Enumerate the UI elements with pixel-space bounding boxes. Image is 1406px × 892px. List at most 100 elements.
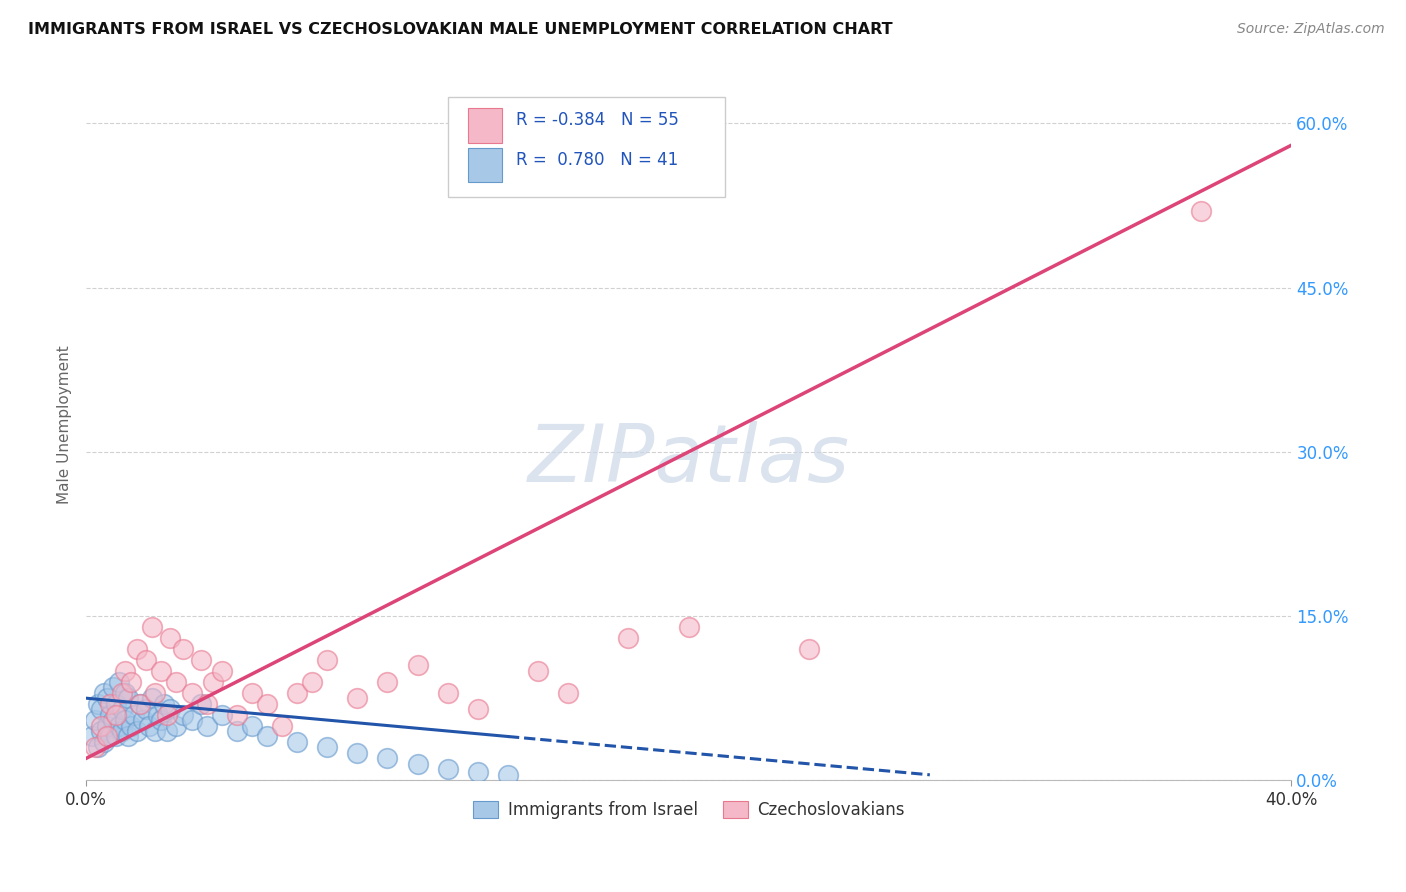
Point — [138, 718, 160, 732]
Point — [114, 713, 136, 727]
Point — [135, 653, 157, 667]
Point — [190, 697, 212, 711]
Point — [436, 686, 458, 700]
Point — [180, 686, 202, 700]
Bar — [468, 147, 502, 182]
Point — [127, 724, 149, 739]
Point — [98, 730, 121, 744]
Point — [211, 664, 233, 678]
Point — [377, 674, 399, 689]
Point — [316, 740, 339, 755]
Point — [103, 680, 125, 694]
Point — [87, 740, 110, 755]
Point — [87, 697, 110, 711]
Point — [150, 713, 173, 727]
Text: R =  0.780   N = 41: R = 0.780 N = 41 — [516, 151, 679, 169]
Point — [406, 658, 429, 673]
Point — [141, 691, 163, 706]
Point — [114, 664, 136, 678]
Point — [211, 707, 233, 722]
Point — [129, 697, 152, 711]
Point — [148, 707, 170, 722]
Point — [166, 674, 188, 689]
Point — [111, 686, 134, 700]
Text: ZIPatlas: ZIPatlas — [527, 421, 849, 499]
Point — [132, 713, 155, 727]
Point — [436, 762, 458, 776]
Point — [406, 756, 429, 771]
Point — [93, 686, 115, 700]
Point — [285, 686, 308, 700]
Point — [195, 718, 218, 732]
Point — [117, 691, 139, 706]
Point — [96, 730, 118, 744]
Point — [98, 697, 121, 711]
Point — [153, 697, 176, 711]
Point — [105, 697, 128, 711]
Point — [172, 707, 194, 722]
Point — [190, 653, 212, 667]
Point — [127, 641, 149, 656]
Point — [90, 718, 112, 732]
Bar — [468, 109, 502, 143]
Point — [159, 631, 181, 645]
Point — [103, 713, 125, 727]
Text: Source: ZipAtlas.com: Source: ZipAtlas.com — [1237, 22, 1385, 37]
Point — [96, 691, 118, 706]
Point — [377, 751, 399, 765]
Point — [316, 653, 339, 667]
Point — [240, 718, 263, 732]
Point — [346, 691, 368, 706]
Point — [301, 674, 323, 689]
Point — [271, 718, 294, 732]
Point — [240, 686, 263, 700]
Point — [90, 702, 112, 716]
Text: IMMIGRANTS FROM ISRAEL VS CZECHOSLOVAKIAN MALE UNEMPLOYMENT CORRELATION CHART: IMMIGRANTS FROM ISRAEL VS CZECHOSLOVAKIA… — [28, 22, 893, 37]
Point — [557, 686, 579, 700]
Point — [96, 718, 118, 732]
Point — [346, 746, 368, 760]
Point — [111, 724, 134, 739]
Point — [117, 730, 139, 744]
Point — [166, 718, 188, 732]
Legend: Immigrants from Israel, Czechoslovakians: Immigrants from Israel, Czechoslovakians — [465, 794, 911, 825]
Point — [141, 620, 163, 634]
Text: R = -0.384   N = 55: R = -0.384 N = 55 — [516, 111, 679, 128]
Point — [90, 724, 112, 739]
Point — [172, 641, 194, 656]
Point — [678, 620, 700, 634]
Point — [156, 707, 179, 722]
Point — [145, 724, 167, 739]
Point — [799, 641, 821, 656]
Point — [467, 764, 489, 779]
Point — [114, 686, 136, 700]
FancyBboxPatch shape — [447, 97, 725, 196]
Point — [129, 697, 152, 711]
Point — [84, 713, 107, 727]
Point — [496, 768, 519, 782]
Point — [225, 724, 247, 739]
Point — [108, 674, 131, 689]
Point — [105, 730, 128, 744]
Point — [285, 735, 308, 749]
Point — [256, 697, 278, 711]
Point — [93, 735, 115, 749]
Point — [225, 707, 247, 722]
Point — [159, 702, 181, 716]
Y-axis label: Male Unemployment: Male Unemployment — [58, 345, 72, 504]
Point — [195, 697, 218, 711]
Point — [156, 724, 179, 739]
Point — [256, 730, 278, 744]
Point — [120, 674, 142, 689]
Point — [467, 702, 489, 716]
Point — [111, 702, 134, 716]
Point — [135, 702, 157, 716]
Point — [617, 631, 640, 645]
Point — [150, 664, 173, 678]
Point — [180, 713, 202, 727]
Point — [84, 740, 107, 755]
Point — [105, 707, 128, 722]
Point — [98, 707, 121, 722]
Point — [1189, 203, 1212, 218]
Point — [120, 718, 142, 732]
